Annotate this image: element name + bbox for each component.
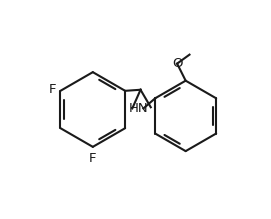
- Text: F: F: [89, 152, 96, 164]
- Text: F: F: [49, 83, 57, 96]
- Text: O: O: [172, 57, 182, 70]
- Text: HN: HN: [129, 102, 149, 115]
